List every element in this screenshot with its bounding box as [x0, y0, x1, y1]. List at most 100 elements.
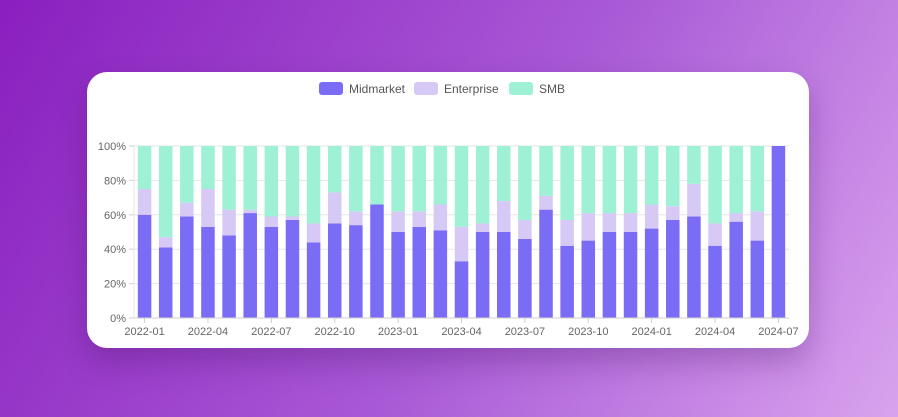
bar-smb-2023-05	[475, 146, 490, 224]
bar-smb-2024-03	[687, 146, 701, 184]
bar-enterprise-2022-10	[327, 192, 342, 224]
x-tick-label: 2022-01	[124, 326, 164, 338]
x-tick-label: 2023-10	[568, 326, 608, 338]
bar-enterprise-2022-09	[306, 223, 321, 243]
bar-enterprise-2024-03	[687, 183, 701, 217]
bar-midmarket-2023-04	[454, 261, 469, 318]
bar-midmarket-2022-11	[349, 225, 363, 318]
bar-enterprise-2022-04	[201, 189, 215, 227]
bar-smb-2024-06	[750, 146, 765, 212]
legend-label-smb: SMB	[539, 82, 565, 96]
y-tick-label: 100%	[98, 141, 126, 153]
x-tick-label: 2023-07	[505, 326, 545, 338]
bar-midmarket-2022-02	[158, 247, 173, 318]
bar-midmarket-2022-04	[201, 226, 215, 318]
bar-smb-2023-10	[581, 146, 596, 214]
bar-enterprise-2023-10	[581, 213, 596, 241]
bar-enterprise-2023-07	[518, 219, 532, 239]
bar-midmarket-2022-05	[222, 235, 236, 318]
legend-swatch-smb	[509, 82, 533, 95]
bar-midmarket-2023-01	[391, 232, 405, 318]
bar-smb-2022-08	[285, 146, 300, 217]
bar-smb-2023-06	[496, 146, 511, 202]
axes: 0% 20% 40% 60% 80% 100% 2022-01 2022-04 2022-07 2…	[98, 141, 799, 338]
bar-enterprise-2024-05	[729, 213, 743, 222]
bar-enterprise-2022-01	[137, 189, 152, 215]
bar-midmarket-2022-07	[264, 226, 279, 318]
bar-enterprise-2023-09	[560, 219, 574, 246]
legend-label-midmarket: Midmarket	[349, 82, 406, 96]
bar-enterprise-2022-02	[158, 237, 173, 248]
bar-enterprise-2022-08	[285, 216, 300, 220]
x-tick-label: 2024-04	[695, 326, 735, 338]
bar-smb-2023-11	[602, 146, 617, 214]
bar-enterprise-2023-06	[496, 201, 511, 232]
stacked-bar-chart: Midmarket Enterprise SMB 0% 20% 40% 60% 80% 100…	[98, 82, 799, 338]
bar-enterprise-2023-05	[475, 223, 490, 232]
bar-enterprise-2023-12	[623, 213, 638, 232]
bar-midmarket-2024-06	[750, 240, 765, 318]
bar-enterprise-2023-04	[454, 226, 469, 262]
bar-smb-2022-09	[306, 146, 321, 224]
x-tick-label: 2024-07	[758, 326, 798, 338]
bar-smb-2022-11	[349, 146, 363, 212]
bar-enterprise-2024-06	[750, 211, 765, 241]
bar-midmarket-2023-12	[623, 232, 638, 318]
bar-smb-2024-04	[708, 146, 722, 224]
bar-midmarket-2022-08	[285, 219, 300, 318]
x-tick-label: 2023-04	[441, 326, 481, 338]
bar-smb-2024-05	[729, 146, 743, 214]
bar-midmarket-2022-12	[370, 204, 384, 318]
bar-smb-2022-04	[201, 146, 215, 189]
bar-enterprise-2024-04	[708, 223, 722, 246]
bar-smb-2023-12	[623, 146, 638, 214]
bar-enterprise-2022-03	[180, 202, 194, 217]
y-tick-label: 20%	[104, 279, 126, 291]
bar-smb-2022-02	[158, 146, 173, 238]
bar-midmarket-2022-06	[243, 213, 257, 318]
bars	[137, 146, 786, 318]
bar-midmarket-2023-09	[560, 245, 574, 318]
bar-midmarket-2023-02	[412, 226, 427, 318]
bar-enterprise-2023-01	[391, 211, 405, 232]
bar-midmarket-2024-07	[771, 146, 786, 318]
bar-midmarket-2024-02	[666, 219, 680, 318]
bar-midmarket-2024-03	[687, 216, 701, 318]
x-tick-label: 2023-01	[378, 326, 418, 338]
bar-enterprise-2023-08	[539, 195, 553, 210]
bar-enterprise-2024-02	[666, 206, 680, 220]
bar-smb-2023-02	[412, 146, 427, 212]
bar-midmarket-2023-03	[433, 230, 448, 318]
bar-smb-2023-01	[391, 146, 405, 212]
bar-smb-2023-07	[518, 146, 532, 220]
bar-midmarket-2023-08	[539, 209, 553, 318]
bar-smb-2022-10	[327, 146, 342, 193]
bar-smb-2023-03	[433, 146, 448, 205]
bar-enterprise-2023-02	[412, 211, 427, 227]
bar-midmarket-2023-11	[602, 232, 617, 318]
bar-enterprise-2023-03	[433, 204, 448, 231]
bar-smb-2023-09	[560, 146, 574, 220]
bar-smb-2024-01	[644, 146, 659, 205]
bar-smb-2022-01	[137, 146, 152, 189]
bar-enterprise-2023-11	[602, 213, 617, 232]
bar-midmarket-2023-10	[581, 240, 596, 318]
bar-midmarket-2023-05	[475, 232, 490, 318]
bar-midmarket-2024-05	[729, 221, 743, 318]
bar-enterprise-2022-11	[349, 211, 363, 226]
y-tick-label: 60%	[104, 210, 126, 222]
chart-legend: Midmarket Enterprise SMB	[319, 82, 565, 96]
bar-midmarket-2024-04	[708, 245, 722, 318]
bar-midmarket-2022-03	[180, 216, 194, 318]
x-tick-label: 2022-10	[315, 326, 355, 338]
bar-midmarket-2023-07	[518, 238, 532, 318]
bar-enterprise-2022-06	[243, 209, 257, 214]
y-tick-label: 80%	[104, 175, 126, 187]
y-tick-label: 0%	[110, 313, 126, 325]
chart-card: Midmarket Enterprise SMB 0% 20% 40% 60% 80% 100…	[87, 72, 809, 348]
y-tick-label: 40%	[104, 244, 126, 256]
bar-midmarket-2023-06	[496, 232, 511, 318]
bar-midmarket-2022-09	[306, 242, 321, 318]
bar-smb-2024-02	[666, 146, 680, 207]
bar-smb-2022-06	[243, 146, 257, 210]
